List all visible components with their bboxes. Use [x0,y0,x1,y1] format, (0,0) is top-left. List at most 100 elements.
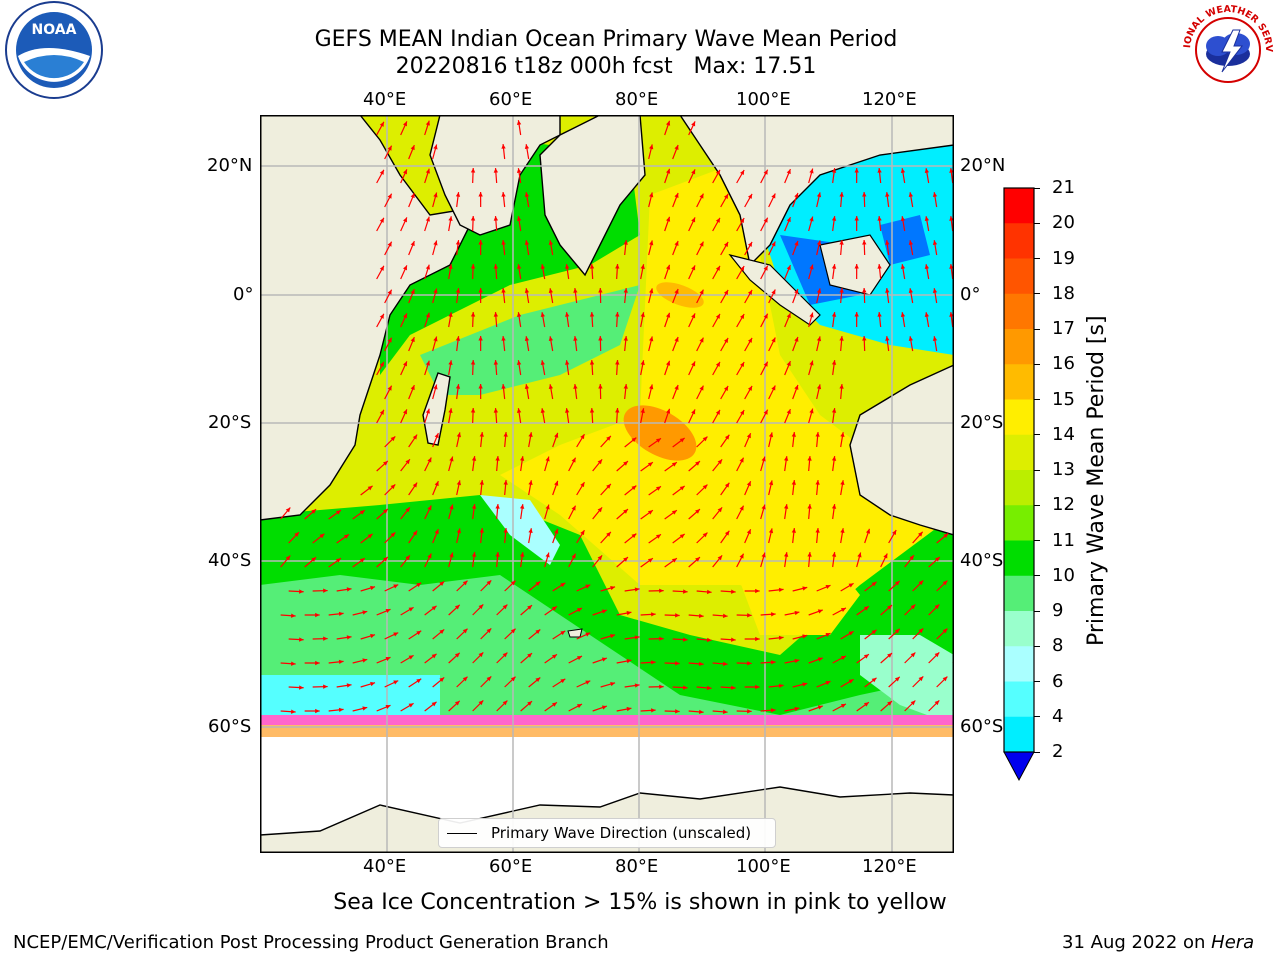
wave-arrow-head [816,240,822,246]
wave-arrow-head [448,264,453,270]
wave-arrow-head [626,658,632,664]
lat-label-left-20n: 20°N [207,155,253,176]
sea-ice-caption: Sea Ice Concentration > 15% is shown in … [333,890,947,915]
wave-arrow-head [717,555,723,561]
wave-arrow-head [338,659,344,665]
wave-arrow-head [640,312,645,318]
colorbar-block [1004,399,1034,436]
wave-arrow-head [631,533,637,539]
wave-arrow-head [877,312,882,317]
wave-arrow-head [528,432,533,438]
wave-arrow-head [932,240,938,245]
wave-arrow-head [691,217,696,223]
wave-arrow-head [932,288,938,293]
wave-arrow-head [359,558,365,563]
wave-arrow-head [470,168,476,173]
wave-arrow-head [610,633,616,639]
wave-arrow-head [817,705,823,710]
wave-arrow-head [597,459,603,465]
noaa-logo: NOAA [5,1,103,99]
wave-arrow-head [510,676,516,682]
wave-arrow-head [649,384,654,390]
wave-arrow-head [615,312,620,317]
wave-arrow-head [831,408,837,413]
wave-arrow-head [715,217,720,223]
wave-arrow-head [909,555,914,561]
colorbar-tick-label: 17 [1052,318,1075,339]
colorbar-tick-mark [1034,363,1040,365]
wave-arrow-head [425,216,430,222]
wave-arrow-head [675,613,680,618]
wave-arrow-head [379,217,384,223]
wave-arrow-head [706,589,712,595]
lon-label-bottom-100e: 100°E [736,856,791,877]
wave-arrow-head [493,312,499,317]
wave-arrow-head [573,336,578,341]
wave-arrow-head [548,384,554,390]
wave-arrow-head [831,360,837,365]
footer-date-text: 31 Aug 2022 on [1062,932,1212,953]
wave-arrow-head [802,634,808,639]
wave-arrow-head [885,288,890,293]
wave-arrow-head [871,677,877,683]
wave-arrow-head [786,169,791,175]
wave-arrow-head [524,144,530,150]
wave-arrow-head [390,436,396,442]
wave-arrow-head [715,313,720,319]
wave-arrow-head [723,289,729,295]
wave-arrow-head [761,504,766,510]
wave-arrow-head [831,312,837,317]
wave-arrow-head [516,168,522,173]
wave-arrow-head [816,288,822,294]
wave-arrow-head [486,628,492,634]
wave-arrow-head [299,637,304,642]
footer-date: 31 Aug 2022 on Hera [1062,932,1254,953]
wave-arrow-head [425,312,430,318]
wave-arrow-head [598,336,603,341]
wave-arrow-head [724,434,730,440]
wave-arrow-head [740,265,745,271]
wave-arrow-head [479,528,484,533]
wave-arrow-head [439,629,445,634]
wave-arrow-head [809,408,814,414]
wave-arrow-head [675,661,680,666]
colorbar-tick-mark [1034,681,1040,682]
wave-arrow-head [552,702,557,707]
wave-arrow-head [747,337,753,343]
colorbar-block [1004,575,1034,612]
wave-arrow-head [840,607,846,612]
wave-arrow-head [683,637,688,642]
wave-arrow-head [383,460,388,466]
wave-arrow-head [666,168,671,174]
wave-arrow-head [786,313,791,319]
wave-arrow-head [691,265,696,271]
colorbar-block [1004,470,1034,506]
lat-label-right-20s: 20°S [960,412,1004,433]
wave-arrow-head [809,216,814,222]
wave-arrow-head [674,241,679,246]
wave-arrow-head [739,505,744,511]
wave-arrow-head [656,438,661,443]
wave-arrow-head [740,409,745,415]
wave-arrow-head [434,433,439,439]
wave-arrow-head [910,652,916,658]
wave-arrow-head [815,480,820,485]
wave-arrow-head [290,709,296,714]
wave-arrow-head [285,555,291,561]
legend-label: Primary Wave Direction (unscaled) [491,824,752,842]
wave-arrow-head [524,384,530,390]
wave-arrow-head [379,121,384,127]
wave-arrow-head [606,435,611,441]
wave-arrow-head [501,144,506,149]
wave-arrow-head [794,610,800,616]
wave-arrow-head [778,683,784,689]
wave-arrow-head [516,264,522,269]
wave-arrow-head [761,456,766,462]
wave-arrow-head [794,384,799,390]
wave-arrow-head [816,336,822,342]
wave-arrow-head [598,288,603,293]
wave-arrow-head [545,456,550,462]
wave-arrow-head [715,169,720,175]
wave-arrow-head [311,557,317,562]
wave-direction-arrows [280,120,954,715]
